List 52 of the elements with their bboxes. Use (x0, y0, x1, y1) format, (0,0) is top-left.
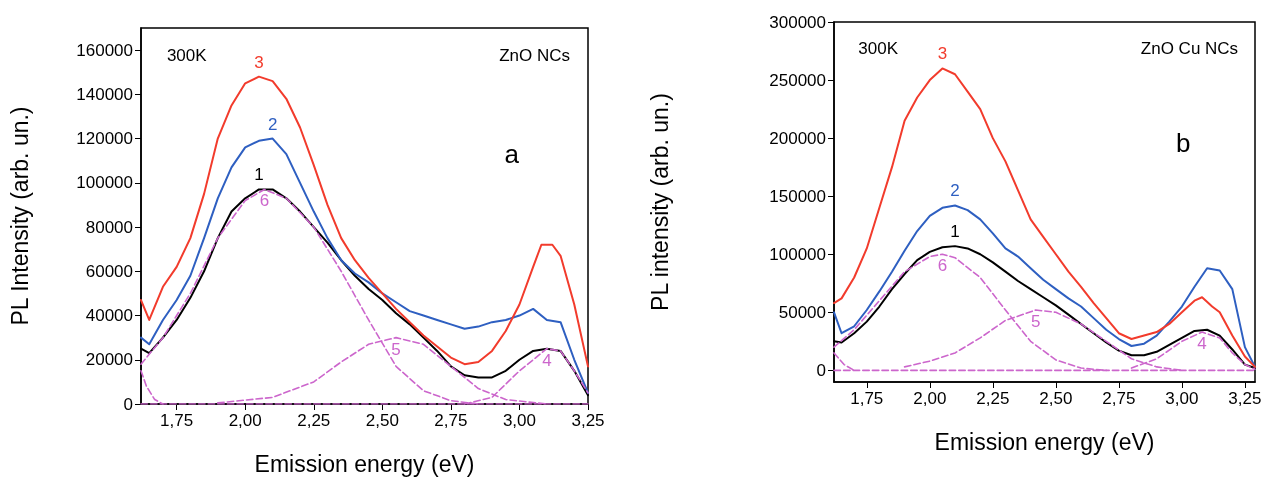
y-axis-title: PL intensity (arb. un.) (646, 93, 673, 311)
y-axis-title: PL Intensity (arb. un.) (6, 106, 33, 326)
y-tick-label: 150000 (769, 186, 826, 206)
x-tick-label: 2,75 (1102, 389, 1136, 408)
series-label: 5 (1030, 312, 1041, 331)
series-label: 3 (937, 44, 948, 64)
series-label: 6 (259, 191, 270, 211)
annotation: 300K (166, 45, 208, 65)
x-tick-label: 2,75 (434, 411, 468, 430)
series-label: 4 (1197, 334, 1207, 354)
series-label: 3 (254, 52, 264, 72)
y-tick-label: 0 (123, 394, 133, 414)
x-tick-label: 2,00 (228, 411, 262, 430)
x-tick-label: 2,50 (365, 411, 399, 430)
x-tick-label: 3,00 (502, 411, 536, 430)
y-tick-label: 200000 (769, 128, 826, 148)
y-tick-label: 120000 (76, 129, 133, 149)
series-label: 2 (267, 114, 278, 134)
y-tick-label: 100000 (769, 244, 826, 264)
y-tick-label: 20000 (85, 350, 133, 370)
annotation: ZnO Cu NCs (1140, 39, 1239, 58)
series-label: 1 (950, 222, 960, 242)
annotation: ZnO NCs (499, 45, 571, 65)
y-tick-label: 300000 (769, 12, 826, 32)
x-tick-label: 1,75 (160, 411, 194, 430)
annotation: b (1176, 128, 1191, 158)
y-tick-label: 160000 (76, 40, 133, 60)
y-tick-label: 140000 (76, 84, 133, 104)
series-label: 1 (254, 165, 264, 185)
series-label: 4 (542, 350, 552, 370)
x-tick-label: 3,00 (1165, 389, 1199, 408)
x-tick-label: 2,00 (913, 389, 947, 408)
y-tick-label: 250000 (769, 70, 826, 90)
x-tick-label: 2,25 (297, 411, 331, 430)
series-label: 6 (937, 256, 948, 276)
series-label: 5 (391, 339, 401, 359)
annotation: 300K (858, 39, 899, 58)
x-axis-title: Emission energy (eV) (254, 450, 475, 477)
y-tick-label: 0 (816, 360, 826, 380)
y-tick-label: 100000 (76, 173, 133, 193)
x-tick-label: 2,25 (976, 389, 1010, 408)
annotation: a (504, 138, 520, 169)
x-tick-label: 1,75 (850, 389, 884, 408)
x-tick-label: 3,25 (1228, 389, 1262, 408)
y-tick-label: 40000 (85, 306, 133, 326)
x-tick-label: 2,50 (1039, 389, 1073, 408)
y-tick-label: 60000 (85, 261, 133, 281)
series-label: 2 (950, 181, 960, 201)
y-tick-label: 50000 (778, 302, 826, 322)
x-tick-label: 3,25 (571, 411, 605, 430)
x-axis-title: Emission energy (eV) (934, 428, 1155, 455)
y-tick-label: 80000 (85, 217, 133, 237)
